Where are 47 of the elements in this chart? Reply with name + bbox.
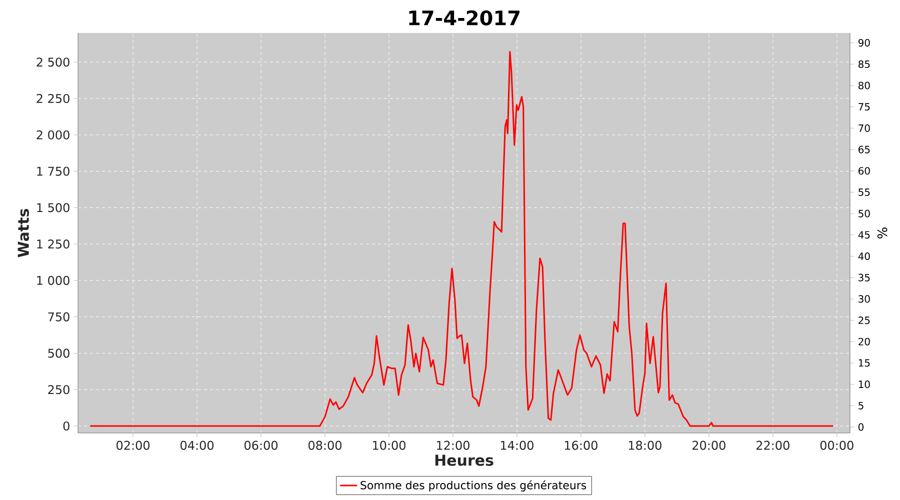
y2-tick-label: 20 xyxy=(858,338,870,346)
y-tick-label: 1 000 xyxy=(37,276,70,285)
y2-tick-label: 35 xyxy=(858,274,870,282)
x-tick-label: 00:00 xyxy=(820,440,854,450)
y2-tick-label: 65 xyxy=(858,146,870,154)
y2-tick-label: 40 xyxy=(858,252,870,260)
x-tick-label: 14:00 xyxy=(500,440,534,450)
x-axis-title: Heures xyxy=(435,454,494,466)
y-axis-title: Watts xyxy=(18,208,29,258)
y-tick-label: 0 xyxy=(63,421,70,431)
y2-tick-label: 80 xyxy=(858,82,870,90)
y2-tick-label: 10 xyxy=(858,380,870,388)
y-tick-label: 2 250 xyxy=(36,94,70,104)
y-tick-label: 750 xyxy=(48,312,70,322)
x-tick-label: 02:00 xyxy=(116,440,150,450)
chart-title: 17-4-2017 xyxy=(409,10,520,26)
y2-axis-title: % xyxy=(877,228,888,238)
y-tick-label: 2 500 xyxy=(36,58,70,67)
x-tick-label: 18:00 xyxy=(628,440,662,450)
x-tick-label: 04:00 xyxy=(180,440,214,450)
y2-tick-label: 55 xyxy=(858,188,870,196)
y2-tick-label: 30 xyxy=(858,295,870,303)
y-tick-label: 1 250 xyxy=(37,240,70,249)
y2-tick-label: 70 xyxy=(858,124,870,132)
y2-tick-label: 50 xyxy=(858,210,870,218)
x-tick-label: 10:00 xyxy=(373,440,406,450)
y-tick-label: 1 750 xyxy=(37,166,70,176)
y-tick-label: 500 xyxy=(48,348,70,358)
y2-tick-label: 90 xyxy=(858,39,870,47)
x-tick-label: 08:00 xyxy=(308,440,342,450)
y-tick-label: 2 000 xyxy=(36,130,70,140)
x-tick-label: 12:00 xyxy=(436,440,470,450)
x-tick-label: 06:00 xyxy=(244,440,278,450)
y2-tick-label: 5 xyxy=(858,402,864,410)
y-tick-label: 250 xyxy=(48,385,70,394)
legend-label: Somme des productions des générateurs xyxy=(360,480,586,492)
y2-tick-label: 75 xyxy=(858,103,870,111)
y2-tick-label: 15 xyxy=(858,359,870,367)
x-tick-label: 22:00 xyxy=(756,440,790,450)
y-tick-label: 1 500 xyxy=(37,203,70,212)
y2-tick-label: 45 xyxy=(858,231,870,239)
x-tick-label: 20:00 xyxy=(692,440,726,450)
y2-tick-label: 25 xyxy=(858,316,870,324)
y2-tick-label: 85 xyxy=(858,60,870,68)
y2-tick-label: 60 xyxy=(858,167,870,175)
y2-tick-label: 0 xyxy=(858,423,864,431)
x-tick-label: 16:00 xyxy=(564,440,598,450)
